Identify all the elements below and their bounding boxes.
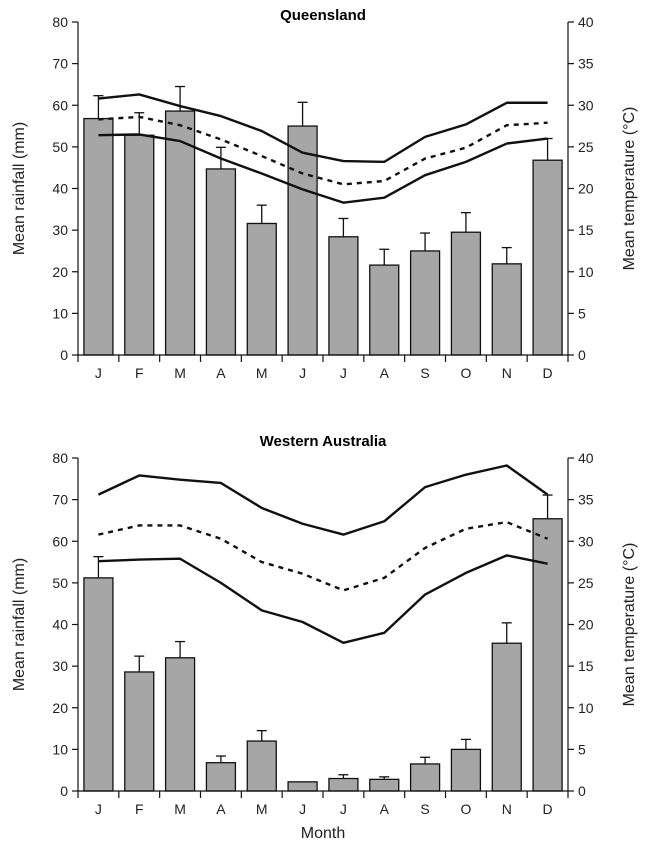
right-tick-label: 0: [578, 347, 586, 363]
right-tick-label: 25: [578, 139, 594, 155]
x-tick-label: N: [502, 801, 512, 817]
rainfall-bar: [124, 134, 155, 356]
chart-title: Queensland: [280, 7, 366, 24]
x-tick-label: J: [299, 365, 306, 381]
right-tick-label: 20: [578, 181, 594, 197]
x-axis-label: Month: [301, 825, 345, 842]
x-tick-label: D: [543, 801, 553, 817]
right-tick-label: 30: [578, 533, 594, 549]
right-axis-label: Mean temperature (°C): [621, 543, 638, 707]
right-tick-label: 40: [578, 450, 594, 466]
x-tick-label: O: [460, 365, 471, 381]
rainfall-bar: [287, 781, 318, 792]
x-tick-label: J: [95, 365, 102, 381]
x-tick-label: A: [380, 801, 390, 817]
left-tick-label: 50: [52, 575, 68, 591]
right-tick-label: 25: [578, 575, 594, 591]
x-tick-label: A: [216, 801, 226, 817]
right-axis-label: Mean temperature (°C): [621, 107, 638, 271]
x-tick-label: A: [380, 365, 390, 381]
x-tick-label: N: [502, 365, 512, 381]
left-axis-label: Mean rainfall (mm): [11, 558, 28, 691]
right-tick-label: 20: [578, 617, 594, 633]
left-tick-label: 60: [52, 97, 68, 113]
x-tick-label: F: [135, 801, 144, 817]
x-tick-label: D: [543, 365, 553, 381]
right-tick-label: 5: [578, 305, 586, 321]
rainfall-bar: [532, 518, 563, 792]
x-tick-label: M: [256, 365, 268, 381]
left-tick-label: 60: [52, 533, 68, 549]
rainfall-bar: [450, 231, 482, 356]
left-tick-label: 40: [52, 617, 68, 633]
right-tick-label: 5: [578, 741, 586, 757]
left-tick-label: 30: [52, 658, 68, 674]
rainfall-bar: [491, 642, 522, 792]
left-tick-label: 10: [52, 741, 68, 757]
x-tick-label: J: [299, 801, 306, 817]
rainfall-bar: [246, 740, 277, 792]
x-tick-label: J: [340, 365, 347, 381]
left-tick-label: 0: [60, 347, 68, 363]
chart-title: Western Australia: [260, 433, 387, 450]
temperature-line: [98, 93, 548, 164]
rainfall-bar: [83, 117, 114, 356]
temperature-line: [98, 554, 548, 645]
rainfall-bar: [450, 748, 482, 792]
x-tick-label: M: [256, 801, 268, 817]
left-axis-label: Mean rainfall (mm): [11, 122, 28, 255]
rainfall-bar: [205, 168, 237, 356]
rainfall-bar: [124, 671, 155, 792]
temperature-line: [98, 133, 548, 204]
rainfall-bar: [164, 110, 196, 356]
x-tick-label: S: [420, 801, 429, 817]
rainfall-bar: [328, 236, 359, 356]
right-tick-label: 40: [578, 14, 594, 30]
temperature-line: [97, 464, 549, 536]
right-tick-label: 15: [578, 658, 594, 674]
x-tick-label: M: [174, 365, 186, 381]
x-tick-label: J: [340, 801, 347, 817]
rainfall-bar: [83, 577, 114, 792]
x-tick-label: S: [420, 365, 429, 381]
right-tick-label: 15: [578, 222, 594, 238]
left-tick-label: 20: [52, 700, 68, 716]
left-tick-label: 80: [52, 450, 68, 466]
x-tick-label: A: [216, 365, 226, 381]
rainfall-bar: [369, 778, 400, 792]
rainfall-bar: [164, 657, 196, 792]
left-tick-label: 50: [52, 139, 68, 155]
rainfall-bar: [287, 125, 318, 356]
left-tick-label: 70: [52, 492, 68, 508]
right-tick-label: 35: [578, 56, 594, 72]
mean-temperature-line: [98, 115, 548, 186]
left-tick-label: 80: [52, 14, 68, 30]
rainfall-bar: [409, 250, 441, 356]
rainfall-bar: [491, 263, 522, 356]
x-tick-label: O: [460, 801, 471, 817]
x-tick-label: J: [95, 801, 102, 817]
x-tick-label: F: [135, 365, 144, 381]
left-tick-label: 40: [52, 181, 68, 197]
left-tick-label: 0: [60, 783, 68, 799]
rainfall-bar: [532, 159, 563, 356]
left-tick-label: 20: [52, 264, 68, 280]
rainfall-bar: [205, 762, 237, 792]
rainfall-bar: [409, 763, 441, 792]
left-tick-label: 70: [52, 56, 68, 72]
left-tick-label: 10: [52, 305, 68, 321]
right-tick-label: 35: [578, 492, 594, 508]
rainfall-bar: [369, 264, 400, 356]
rainfall-bar: [246, 222, 277, 356]
right-tick-label: 30: [578, 97, 594, 113]
left-tick-label: 30: [52, 222, 68, 238]
right-tick-label: 10: [578, 264, 594, 280]
mean-temperature-line: [98, 520, 549, 592]
right-tick-label: 10: [578, 700, 594, 716]
x-tick-label: M: [174, 801, 186, 817]
rainfall-bar: [328, 777, 359, 792]
right-tick-label: 0: [578, 783, 586, 799]
